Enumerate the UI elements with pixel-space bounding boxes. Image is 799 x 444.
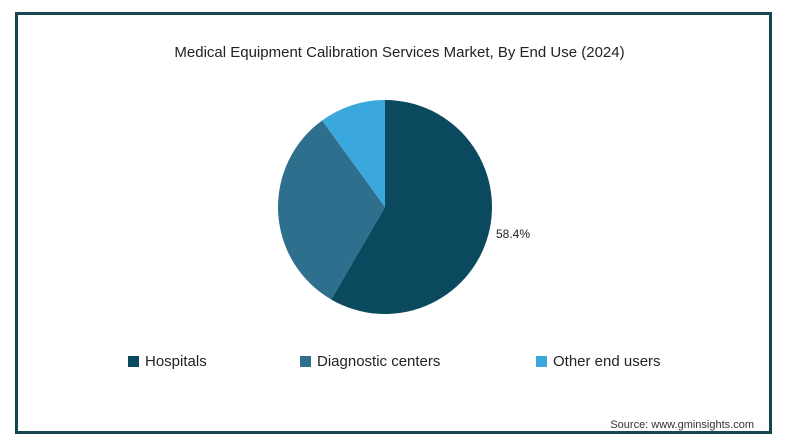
- legend-item-other-end-users: Other end users: [536, 353, 661, 370]
- pie-slice-hospitals: [331, 100, 492, 315]
- legend-item-hospitals: Hospitals: [128, 353, 207, 370]
- data-label-hospitals: 58.4%: [496, 227, 530, 241]
- legend-item-diagnostic-centers: Diagnostic centers: [300, 353, 440, 370]
- source-note: Source: www.gminsights.com: [610, 419, 754, 431]
- chart-title: Medical Equipment Calibration Services M…: [174, 44, 625, 61]
- pie-slice-diagnostic-centers: [278, 120, 385, 300]
- legend-swatch-diagnostic-centers: [300, 356, 311, 367]
- legend-swatch-hospitals: [128, 356, 139, 367]
- legend-swatch-other-end-users: [536, 356, 547, 367]
- legend-label-hospitals: Hospitals: [145, 353, 207, 370]
- legend: Hospitals Diagnostic centers Other end u…: [0, 353, 799, 373]
- pie-slice-other-end-users: [322, 100, 385, 207]
- legend-label-other-end-users: Other end users: [553, 353, 661, 370]
- legend-label-diagnostic-centers: Diagnostic centers: [317, 353, 441, 370]
